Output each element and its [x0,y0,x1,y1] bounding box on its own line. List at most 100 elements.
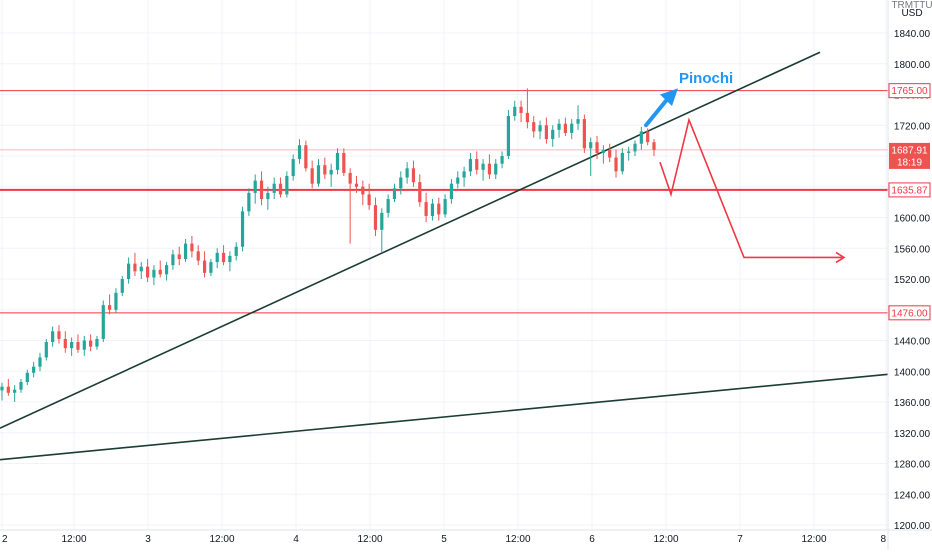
candle [190,235,194,258]
level-tag-1635-text: 1635.87 [891,185,928,196]
candle-body [449,183,454,200]
candle-body [329,169,333,175]
candle [468,152,473,176]
candle [614,149,618,178]
candle [196,245,200,266]
candle-body [297,145,302,160]
candle [506,109,511,160]
y-tick-label: 1240.00 [894,490,931,501]
candle [291,154,295,181]
candle-body [32,366,36,373]
projection-line [659,117,842,259]
candle [13,385,17,402]
candle [127,257,131,284]
candle-body [500,156,504,164]
level-tag-1635: 1635.87 [888,182,931,198]
candle-body [183,243,188,260]
candle [487,154,492,180]
candle [114,288,118,313]
x-tick-label: 12:00 [801,534,826,545]
candle-body [614,157,618,172]
candle [544,117,548,144]
candle [430,199,435,221]
candle [183,239,188,263]
candle-body [316,165,321,184]
candle [145,259,150,283]
candle-body [437,203,441,215]
trendlines [0,51,889,461]
candle [424,192,428,223]
candle [272,177,276,200]
candle-body [487,163,492,175]
candle [354,175,359,193]
current-price-box [889,142,930,169]
candle [253,174,257,204]
candle-body [291,159,295,176]
y-tick-label: 1280.00 [894,460,931,471]
annotation-text: Pinochi [679,70,733,87]
candle-body [145,266,150,278]
candle-body [152,269,156,278]
candle-body [639,131,643,144]
candle-body [25,372,29,383]
level-tag-1765-box [888,83,931,99]
candle [329,163,333,187]
candle [449,179,454,204]
candle-body [525,112,529,123]
candle [601,145,605,164]
y-tick-label: 1840.00 [894,29,931,40]
candle [551,125,555,147]
candle-body [386,199,390,213]
candle [443,194,447,218]
candle-body [392,188,397,200]
candle-body [164,265,169,275]
candle-body [538,125,542,132]
candle [405,162,409,184]
candle-body [240,211,245,247]
candle [570,119,574,140]
candle [361,180,365,206]
candle-body [108,305,112,310]
candle-body [38,357,42,367]
candle [285,171,289,198]
candle-body [95,338,99,347]
candle [475,151,479,175]
time-axis: 2 12:00 3 12:00 4 12:00 5 12:00 6 12:00 7 12:00 8 [0,529,932,545]
candle-body [424,202,428,216]
candle [25,369,29,386]
candle [538,120,542,140]
candle [608,143,612,163]
candle-body [506,116,511,156]
candle [373,197,378,236]
candle-body [335,152,340,170]
candle [639,126,643,150]
candle [525,88,529,129]
y-tick-label: 1200.00 [894,521,931,532]
candle [120,275,124,296]
candle-body [114,292,118,310]
candle-body [570,123,574,133]
candle-body [76,342,80,350]
candle-body [221,252,226,263]
level-tag-1476-box [888,305,931,321]
candle-body [0,386,4,391]
candle-body [544,125,548,140]
candle [240,206,245,252]
x-tick-label: 4 [293,534,299,545]
candle [399,171,403,195]
lower-trendline [0,373,889,461]
candle-body [234,246,238,256]
candle [0,382,4,401]
candle-body [89,340,93,347]
candle-body [462,171,466,178]
candle [51,326,55,347]
candle [108,294,112,315]
level-tag-1635-box [888,182,931,198]
x-tick-label: 12:00 [357,534,382,545]
candle [95,335,99,350]
price-axis: 1840.001800.001760.001720.001680.001640.… [887,0,931,550]
x-tick-label: 12:00 [653,534,678,545]
